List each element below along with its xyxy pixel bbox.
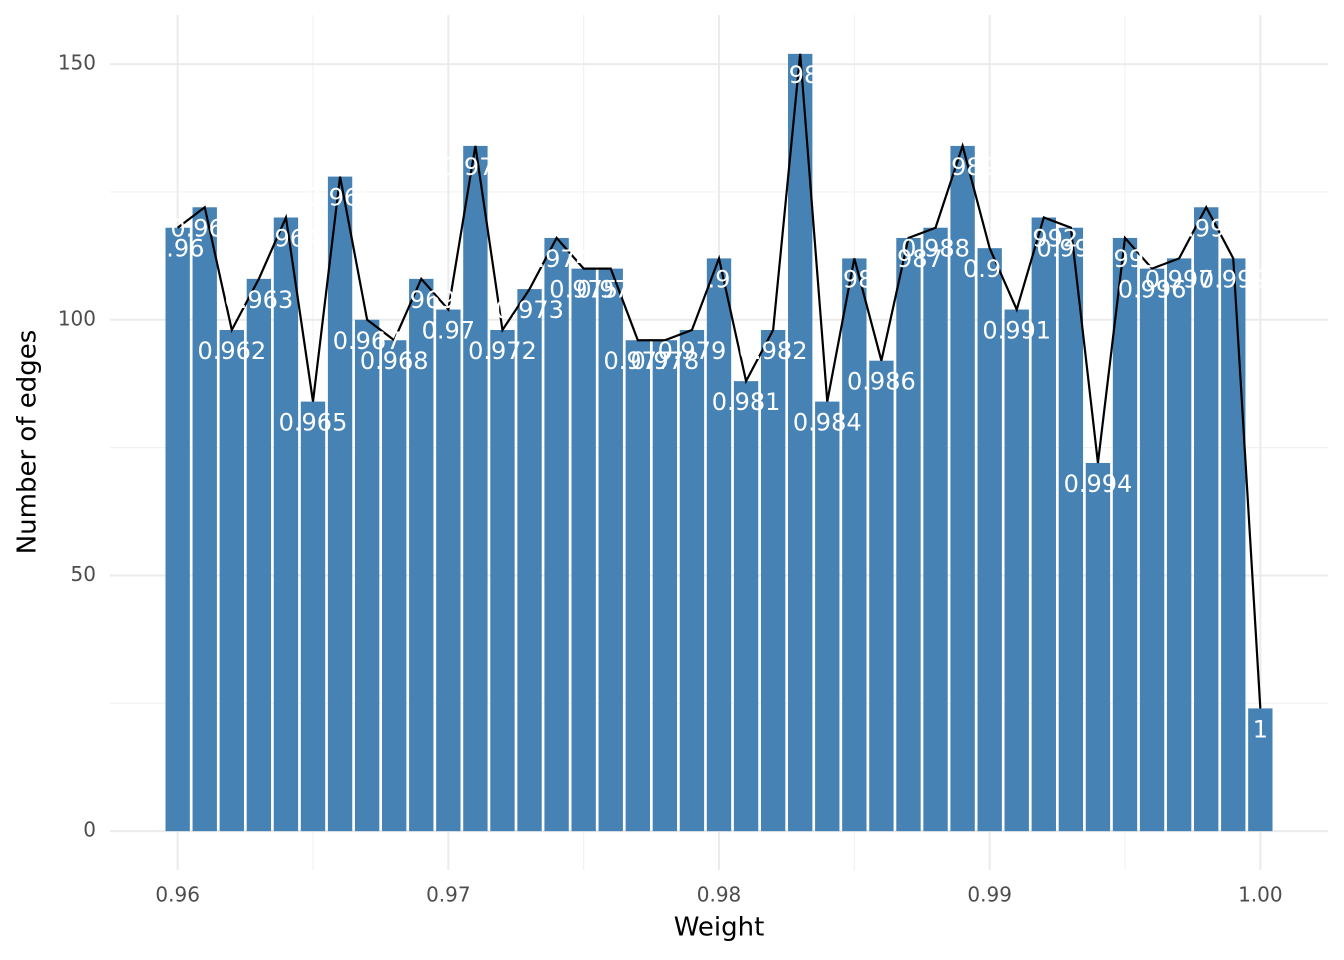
bar-label: 0.99	[963, 255, 1016, 283]
bar-label: 0.981	[712, 388, 781, 416]
bar-label: 0.976	[576, 276, 645, 304]
bar-label: 0.986	[847, 368, 916, 396]
bar-label: 0.978	[631, 347, 700, 375]
bar-label: 0.979	[658, 337, 727, 365]
bar	[896, 237, 921, 832]
bar-label: 0.98	[692, 265, 745, 293]
bar-label: 0.973	[495, 296, 564, 324]
y-tick-label: 100	[58, 306, 96, 330]
bar-label: 0.997	[1145, 265, 1214, 293]
bar-label: 0.988	[901, 235, 970, 263]
bar-label: 0.964	[252, 225, 321, 253]
bar	[1085, 462, 1111, 832]
bar	[327, 176, 353, 832]
bar-label: 0.991	[982, 317, 1051, 345]
bar-label: 0.965	[279, 409, 348, 437]
bar-label: 1	[1253, 715, 1268, 743]
y-tick-label: 0	[83, 818, 96, 842]
line	[177, 53, 1262, 709]
bar-label: 0.993	[1037, 235, 1106, 263]
bar	[625, 340, 650, 832]
bar	[733, 381, 759, 832]
bar	[354, 319, 380, 832]
bar	[1112, 237, 1138, 832]
bar-label: 0.966	[306, 184, 375, 212]
bar-label: 0.985	[820, 265, 889, 293]
bar	[219, 330, 244, 832]
bar	[273, 217, 299, 832]
bar-label: 0.96	[151, 235, 204, 263]
bar-label: 0.961	[170, 214, 239, 242]
bar	[1139, 268, 1165, 832]
bar	[246, 278, 272, 832]
bar	[869, 360, 894, 832]
bar-label: 0.998	[1172, 214, 1241, 242]
bar-label: 0.962	[197, 337, 266, 365]
bar	[1194, 207, 1219, 832]
bar	[300, 401, 326, 832]
x-tick-label: 0.98	[697, 883, 742, 907]
bar-label: 0.987	[874, 245, 943, 273]
bar	[436, 309, 461, 832]
bar	[923, 227, 948, 832]
bar-label: 0.992	[1009, 225, 1078, 253]
x-tick-label: 0.99	[967, 883, 1012, 907]
x-tick-label: 0.96	[155, 883, 200, 907]
x-tick-label: 0.97	[426, 883, 471, 907]
bar	[517, 289, 542, 832]
bar	[1166, 258, 1192, 832]
bar	[842, 258, 867, 832]
bar	[598, 268, 623, 832]
marks	[165, 53, 1273, 832]
bar	[1221, 258, 1246, 832]
bar-label: 0.972	[468, 337, 537, 365]
bar	[165, 227, 190, 832]
bar	[490, 330, 515, 832]
bar-label: 0.97	[422, 317, 475, 345]
x-tick-label: 1.00	[1238, 883, 1283, 907]
bar-label: 0.963	[225, 286, 294, 314]
bar	[463, 145, 488, 832]
bar-label: 0.994	[1064, 470, 1133, 498]
x-axis-title: Weight	[674, 913, 765, 943]
bar	[706, 258, 732, 832]
bar-label: 0.989	[928, 153, 997, 181]
bar-label: 0.995	[1091, 245, 1160, 273]
bar	[1004, 309, 1029, 832]
bar-label: 0.967	[333, 327, 402, 355]
bar	[950, 145, 975, 832]
bar-label: 0.968	[360, 347, 429, 375]
y-tick-label: 150	[58, 51, 96, 75]
bar-label: 0.977	[603, 347, 672, 375]
bar	[1058, 227, 1084, 832]
bar	[1248, 708, 1273, 832]
bar	[815, 401, 840, 832]
bar-label: 0.999	[1199, 265, 1268, 293]
y-axis-title: Number of edges	[13, 330, 43, 555]
bar	[382, 340, 407, 832]
bar	[571, 268, 596, 832]
bar	[544, 237, 569, 832]
bar	[679, 330, 705, 832]
bar-label: 0.996	[1118, 276, 1187, 304]
bar-label: 0.982	[739, 337, 808, 365]
bar	[977, 248, 1002, 832]
bar-label: 0.969	[387, 286, 456, 314]
bar	[788, 53, 813, 832]
bar-label: 0.975	[549, 276, 618, 304]
bar	[652, 340, 678, 832]
bar	[1031, 217, 1056, 832]
bar-label: 0.984	[793, 409, 862, 437]
y-tick-label: 50	[71, 562, 96, 586]
bar	[760, 330, 786, 832]
bar-label: 0.974	[522, 245, 591, 273]
bar-label: 0.983	[766, 61, 835, 89]
bar-label: 0.971	[441, 153, 510, 181]
bar	[409, 278, 434, 832]
bar	[192, 207, 217, 832]
